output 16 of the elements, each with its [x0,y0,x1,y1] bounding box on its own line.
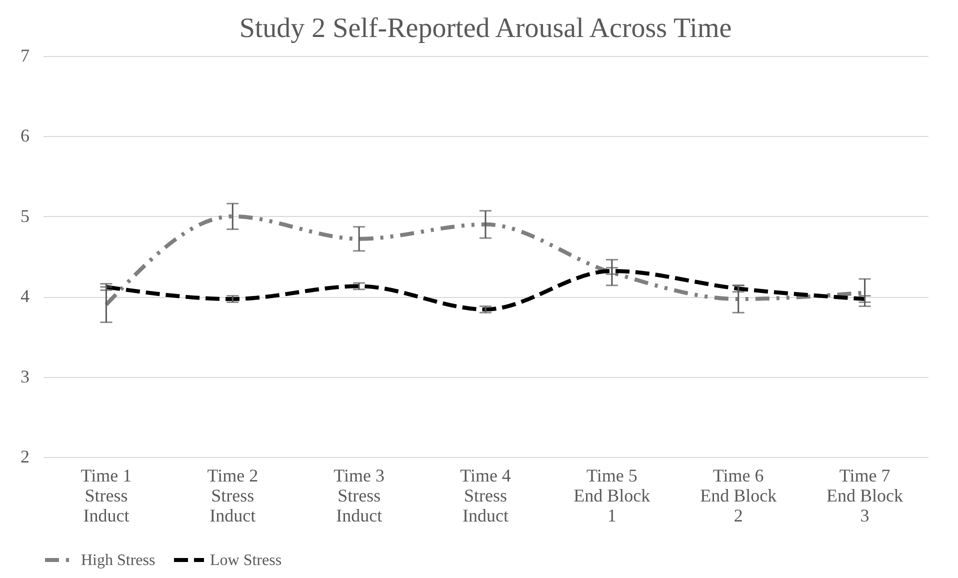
legend-label: High Stress [81,552,156,569]
y-tick-label: 2 [20,446,30,466]
y-tick-label: 5 [20,206,30,226]
y-tick-label: 6 [20,126,30,146]
legend-label: Low Stress [210,552,282,569]
x-tick-label: Time 2 Stress Induct [207,466,258,526]
x-tick-label: Time 3 Stress Induct [334,466,384,526]
x-tick-label: Time 4 Stress Induct [460,466,511,526]
y-tick-label: 3 [20,366,30,386]
y-tick-label: 7 [20,46,30,66]
x-tick-label: Time 7 End Block 3 [826,466,904,526]
x-tick-label: Time 5 End Block 1 [574,466,650,526]
y-tick-label: 4 [20,286,30,306]
x-tick-label: Time 6 End Block 2 [700,466,777,526]
chart-title: Study 2 Self-Reported Arousal Across Time [239,13,732,44]
x-tick-label: Time 1 Stress Induct [80,466,132,526]
